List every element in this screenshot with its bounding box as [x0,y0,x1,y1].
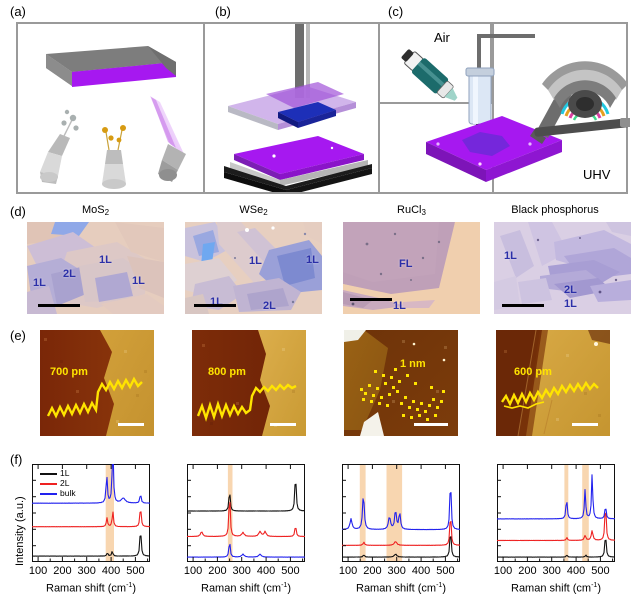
scale-bar [270,423,296,426]
raman-plot-1: 100 200 300 400 500 Raman shift (cm-1) [184,464,305,602]
afm-height-label: 600 pm [514,366,552,378]
flake-tag: 1L [306,254,319,266]
flake-tag: 2L [63,268,76,280]
afm-image-3 [496,330,610,436]
panel-label-f: (f) [10,452,23,467]
legend-label: 1L [60,468,70,478]
x-tick-label: 400 [566,565,586,577]
x-tick-label: 200 [208,565,227,577]
uhv-label: UHV [583,167,611,182]
x-tick-label: 500 [591,565,610,577]
air-label: Air [434,30,450,45]
afm-image-1 [192,330,306,436]
x-tick-label: 100 [338,565,358,577]
legend-label: bulk [60,488,76,498]
legend-label: 2L [60,478,70,488]
raman-plot-0: 100 200 300 400 500 Raman shift (cm-1) 1L 2L bul… [29,464,150,602]
x-tick-label: 100 [493,565,513,577]
afm-image-2 [344,330,458,436]
material-title-3: Black phosphorus [511,204,599,216]
x-tick-label: 200 [518,565,537,577]
scale-bar [194,304,236,307]
legend-swatch [40,493,57,495]
afm-image-0 [40,330,154,436]
x-tick-label: 500 [126,565,145,577]
air-chamber-frame [380,24,492,104]
flake-tag: 1L [564,298,577,310]
flake-tag: 1L [393,300,406,312]
panel-label-c: (c) [388,4,404,19]
x-tick-label: 400 [411,565,431,577]
panel-label-a: (a) [10,4,26,19]
x-axis-title: Raman shift (cm-1) [356,582,446,595]
x-axis-title: Raman shift (cm-1) [511,582,601,595]
flake-tag: 1L [99,254,112,266]
scale-bar [414,423,448,426]
y-axis-title: Intensity (a.u.) [14,496,26,566]
scale-bar [502,304,544,307]
material-title-2: RuCl3 [397,204,426,217]
x-axis-title: Raman shift (cm-1) [46,582,136,595]
x-tick-label: 100 [183,565,203,577]
flake-tag: 1L [132,275,145,287]
scale-bar [118,423,144,426]
scale-bar [572,423,598,426]
x-tick-label: 400 [256,565,276,577]
x-tick-label: 500 [436,565,455,577]
raman-plot-3: 100 200 300 400 500 Raman shift (cm-1) [494,464,615,602]
x-tick-label: 300 [77,565,96,577]
afm-height-label: 1 nm [400,358,426,370]
panel-c-illustration [401,34,630,182]
x-tick-label: 300 [387,565,406,577]
flake-tag: 2L [263,300,276,312]
flake-tag: 2L [564,284,577,296]
raman-plot-2: 100 200 300 400 500 Raman shift (cm-1) [339,464,460,602]
flake-tag: FL [399,258,413,270]
x-tick-label: 200 [53,565,72,577]
x-tick-label: 300 [232,565,251,577]
panel-a-illustration [40,46,186,189]
panel-label-e: (e) [10,328,26,343]
x-tick-label: 300 [542,565,561,577]
material-title-0: MoS2 [81,204,110,217]
scale-bar [350,298,392,301]
x-tick-label: 500 [281,565,300,577]
schematic-divider-ab [203,22,205,194]
afm-height-label: 700 pm [50,366,88,378]
panel-label-d: (d) [10,204,26,219]
flake-tag: 1L [504,250,517,262]
afm-height-label: 800 pm [208,366,246,378]
optical-image-mos2 [27,222,164,314]
x-tick-label: 200 [363,565,382,577]
schematic-divider-bc [378,22,380,194]
legend-swatch [40,473,57,475]
legend-swatch [40,483,57,485]
panel-b-illustration [224,24,372,192]
scale-bar [38,304,80,307]
material-title-1: WSe2 [239,204,268,217]
optical-image-wse2 [185,222,322,314]
flake-tag: 1L [249,255,262,267]
flake-tag: 1L [33,277,46,289]
panel-label-b: (b) [215,4,231,19]
x-tick-label: 400 [101,565,121,577]
x-tick-label: 100 [28,565,48,577]
optical-image-black-phosphorus [494,222,631,314]
uhv-chamber-frame [492,24,628,194]
x-axis-title: Raman shift (cm-1) [201,582,291,595]
